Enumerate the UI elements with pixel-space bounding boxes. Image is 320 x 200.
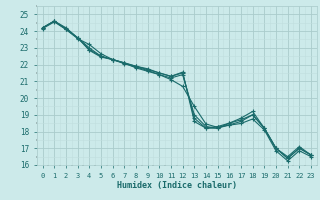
X-axis label: Humidex (Indice chaleur): Humidex (Indice chaleur) [117, 181, 237, 190]
